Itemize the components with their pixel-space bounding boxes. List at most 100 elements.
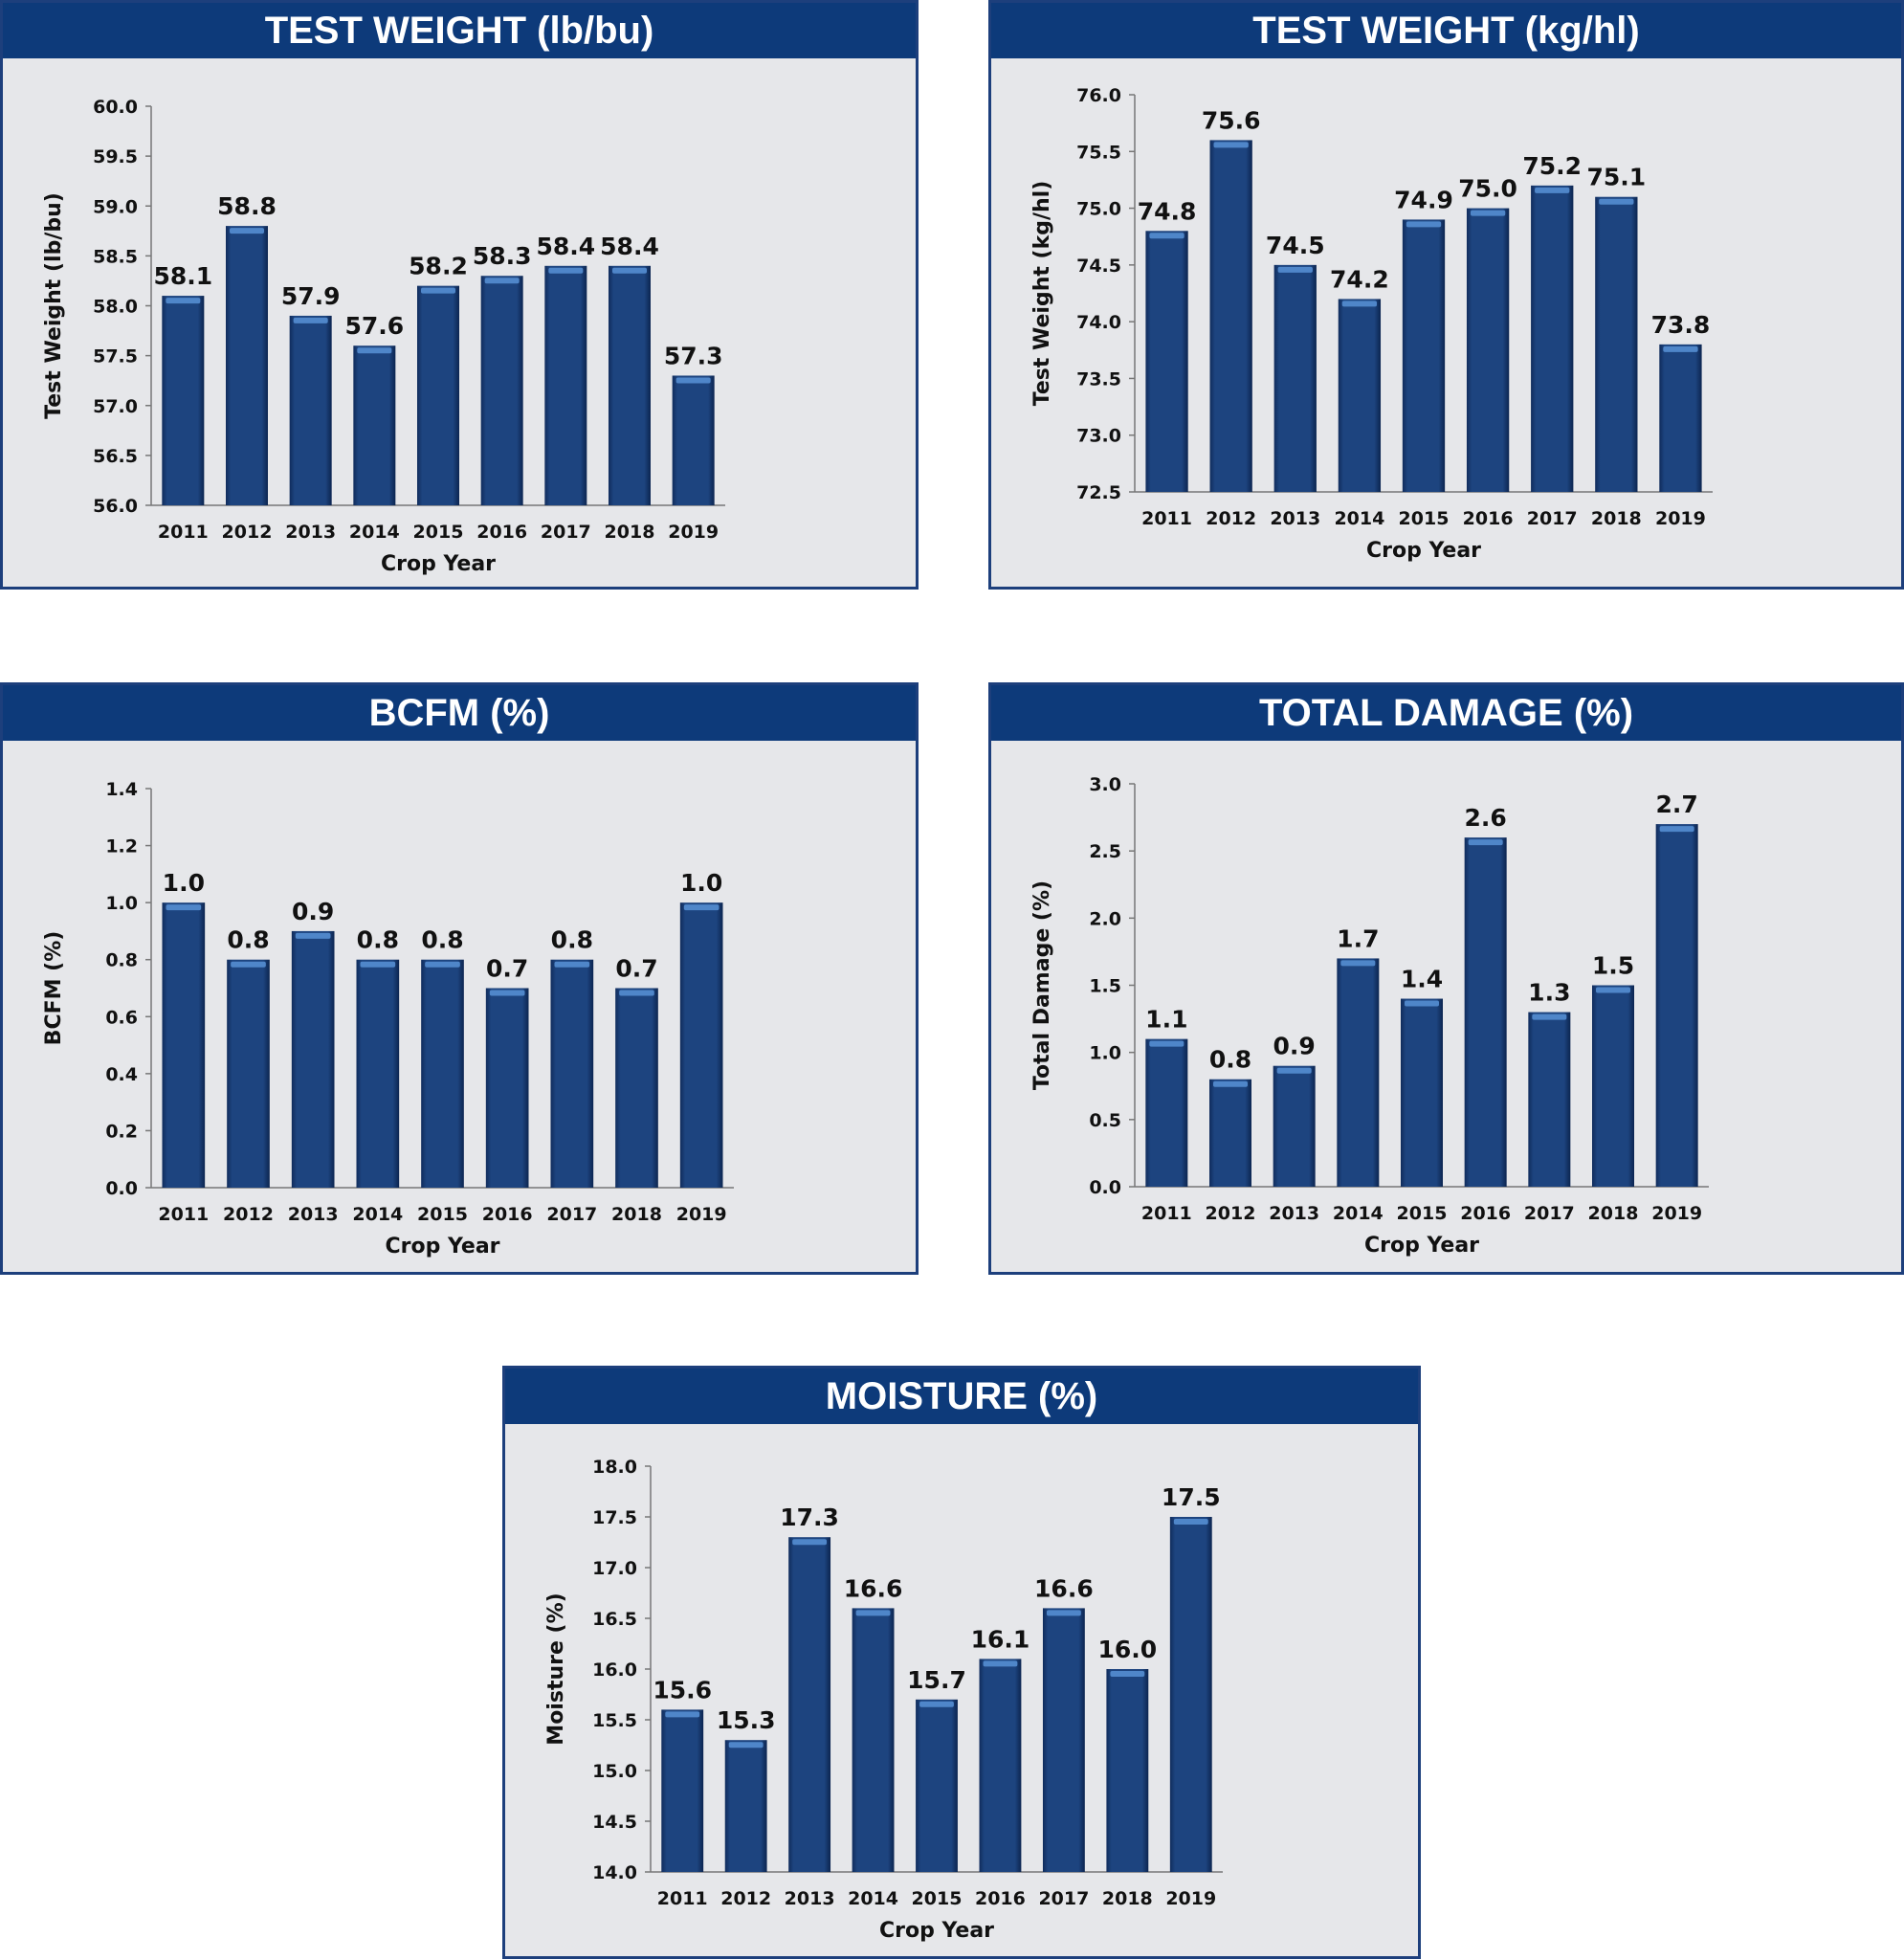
bar-highlight	[1532, 1013, 1567, 1020]
bar-highlight	[1663, 345, 1698, 352]
bar-2015	[1401, 998, 1443, 1187]
y-tick-label: 56.5	[93, 446, 138, 467]
x-tick-label: 2018	[1588, 1203, 1639, 1224]
data-label: 0.9	[292, 898, 334, 925]
total-damage-chart: 0.0 0.5 1.0 1.5 2.0 2.5 3.0 1.1 2011 0.8 2012 0.9 20…	[1030, 774, 1709, 1258]
x-tick-label: 2012	[1206, 508, 1256, 529]
y-tick-label: 1.2	[105, 836, 138, 858]
y-tick-label: 60.0	[93, 97, 138, 118]
x-tick-label: 2016	[975, 1888, 1026, 1909]
x-axis-title: Crop Year	[381, 552, 496, 576]
x-tick-label: 2017	[541, 522, 591, 543]
y-tick-label: 0.4	[105, 1064, 138, 1085]
bcfm-chart: 0.0 0.2 0.4 0.6 0.8 1.0 1.2 1.4 1.0 2011 0.8 2012 0.…	[42, 779, 734, 1258]
x-tick-label: 2013	[1269, 1203, 1319, 1224]
bar-highlight	[919, 1701, 954, 1707]
bar-2014	[852, 1608, 895, 1872]
data-label: 75.1	[1586, 164, 1646, 191]
x-tick-label: 2018	[1591, 508, 1642, 529]
x-tick-label: 2019	[1165, 1888, 1216, 1909]
bar-highlight	[855, 1610, 891, 1616]
bar-highlight	[728, 1742, 764, 1748]
x-axis-title: Crop Year	[1364, 1234, 1479, 1258]
data-label: 74.9	[1394, 186, 1453, 213]
data-label: 1.3	[1528, 979, 1570, 1007]
y-tick-label: 14.0	[592, 1862, 637, 1883]
y-tick-label: 73.5	[1076, 368, 1121, 390]
bar-2014	[356, 959, 400, 1188]
bar-2018	[615, 988, 658, 1188]
data-label: 75.2	[1522, 152, 1582, 180]
data-label: 16.6	[1034, 1574, 1094, 1602]
y-tick-label: 57.0	[93, 396, 138, 417]
bar-highlight	[1535, 187, 1570, 193]
data-label: 0.8	[357, 926, 399, 954]
test-weight-lbbu-chart: 56.0 56.5 57.0 57.5 58.0 58.5 59.0 59.5 60.0 58.1…	[42, 97, 725, 576]
chart-panel-test-weight-lbbu: TEST WEIGHT (lb/bu) 56.0 56.5 57.0 57.5 58.0…	[0, 0, 919, 590]
bar-2011	[661, 1709, 704, 1872]
y-tick-label: 17.5	[592, 1507, 637, 1528]
data-label: 1.0	[680, 869, 722, 897]
data-label: 58.3	[473, 242, 532, 270]
bar-highlight	[1110, 1671, 1145, 1677]
bar-2013	[289, 315, 332, 505]
data-label: 58.1	[153, 262, 212, 290]
bar-2016	[480, 276, 523, 505]
bar-2011	[1145, 231, 1188, 493]
bar-highlight	[1599, 198, 1634, 205]
y-tick-label: 75.0	[1076, 199, 1121, 220]
y-tick-label: 59.0	[93, 196, 138, 217]
bar-highlight	[1596, 987, 1630, 993]
x-tick-label: 2019	[1651, 1203, 1702, 1224]
x-tick-label: 2014	[1333, 1203, 1384, 1224]
bar-2018	[1592, 985, 1634, 1187]
data-label: 17.3	[780, 1503, 839, 1531]
bar-highlight	[665, 1711, 700, 1718]
x-tick-label: 2015	[1397, 1203, 1448, 1224]
data-label: 58.8	[217, 192, 277, 220]
chart-panel-total-damage: TOTAL DAMAGE (%) 0.0 0.5 1.0 1.5 2.0 2.5 3.0 1.…	[988, 682, 1904, 1275]
bar-highlight	[1277, 266, 1313, 273]
bar-2013	[1273, 1065, 1316, 1187]
bar-highlight	[421, 287, 455, 294]
bar-2016	[1464, 837, 1507, 1187]
y-tick-label: 14.5	[592, 1812, 637, 1833]
y-tick-label: 0.5	[1089, 1110, 1121, 1131]
data-label: 0.8	[1209, 1046, 1251, 1074]
chart-panel-moisture: MOISTURE (%) 14.0 14.5 15.0 15.5 16.0 16.5 17.…	[502, 1366, 1421, 1959]
y-tick-label: 59.5	[93, 146, 138, 167]
y-tick-label: 56.0	[93, 496, 138, 517]
x-tick-label: 2013	[1270, 508, 1320, 529]
test-weight-kghl-chart: 72.5 73.0 73.5 74.0 74.5 75.0 75.5 76.0 74.8 2011…	[1030, 85, 1713, 563]
bar-2012	[724, 1740, 767, 1872]
data-label: 58.4	[536, 233, 595, 260]
data-label: 1.7	[1337, 924, 1379, 952]
bar-highlight	[231, 961, 266, 968]
bar-2019	[1659, 344, 1702, 492]
x-tick-label: 2011	[158, 522, 209, 543]
y-tick-label: 2.5	[1089, 841, 1121, 862]
bar-highlight	[619, 990, 654, 996]
bar-2017	[1042, 1608, 1085, 1872]
y-tick-label: 1.0	[1089, 1043, 1121, 1064]
x-tick-label: 2016	[1460, 1203, 1511, 1224]
bar-2016	[979, 1659, 1022, 1872]
bar-2015	[417, 285, 459, 505]
data-label: 0.9	[1273, 1033, 1316, 1060]
data-label: 1.0	[163, 869, 205, 897]
bar-highlight	[1659, 826, 1694, 833]
chart-title: MOISTURE (%)	[505, 1369, 1418, 1424]
data-label: 17.5	[1162, 1483, 1221, 1511]
data-label: 74.2	[1330, 265, 1389, 293]
bar-highlight	[1046, 1610, 1081, 1616]
x-tick-label: 2017	[1524, 1203, 1575, 1224]
bar-highlight	[1340, 960, 1376, 967]
bar-2019	[679, 902, 723, 1188]
y-tick-label: 57.5	[93, 346, 138, 368]
x-tick-label: 2018	[605, 522, 655, 543]
x-tick-label: 2019	[668, 522, 719, 543]
x-tick-label: 2014	[352, 1204, 403, 1225]
bar-highlight	[1173, 1519, 1208, 1525]
bar-2019	[672, 375, 715, 505]
data-label: 0.8	[551, 926, 593, 954]
